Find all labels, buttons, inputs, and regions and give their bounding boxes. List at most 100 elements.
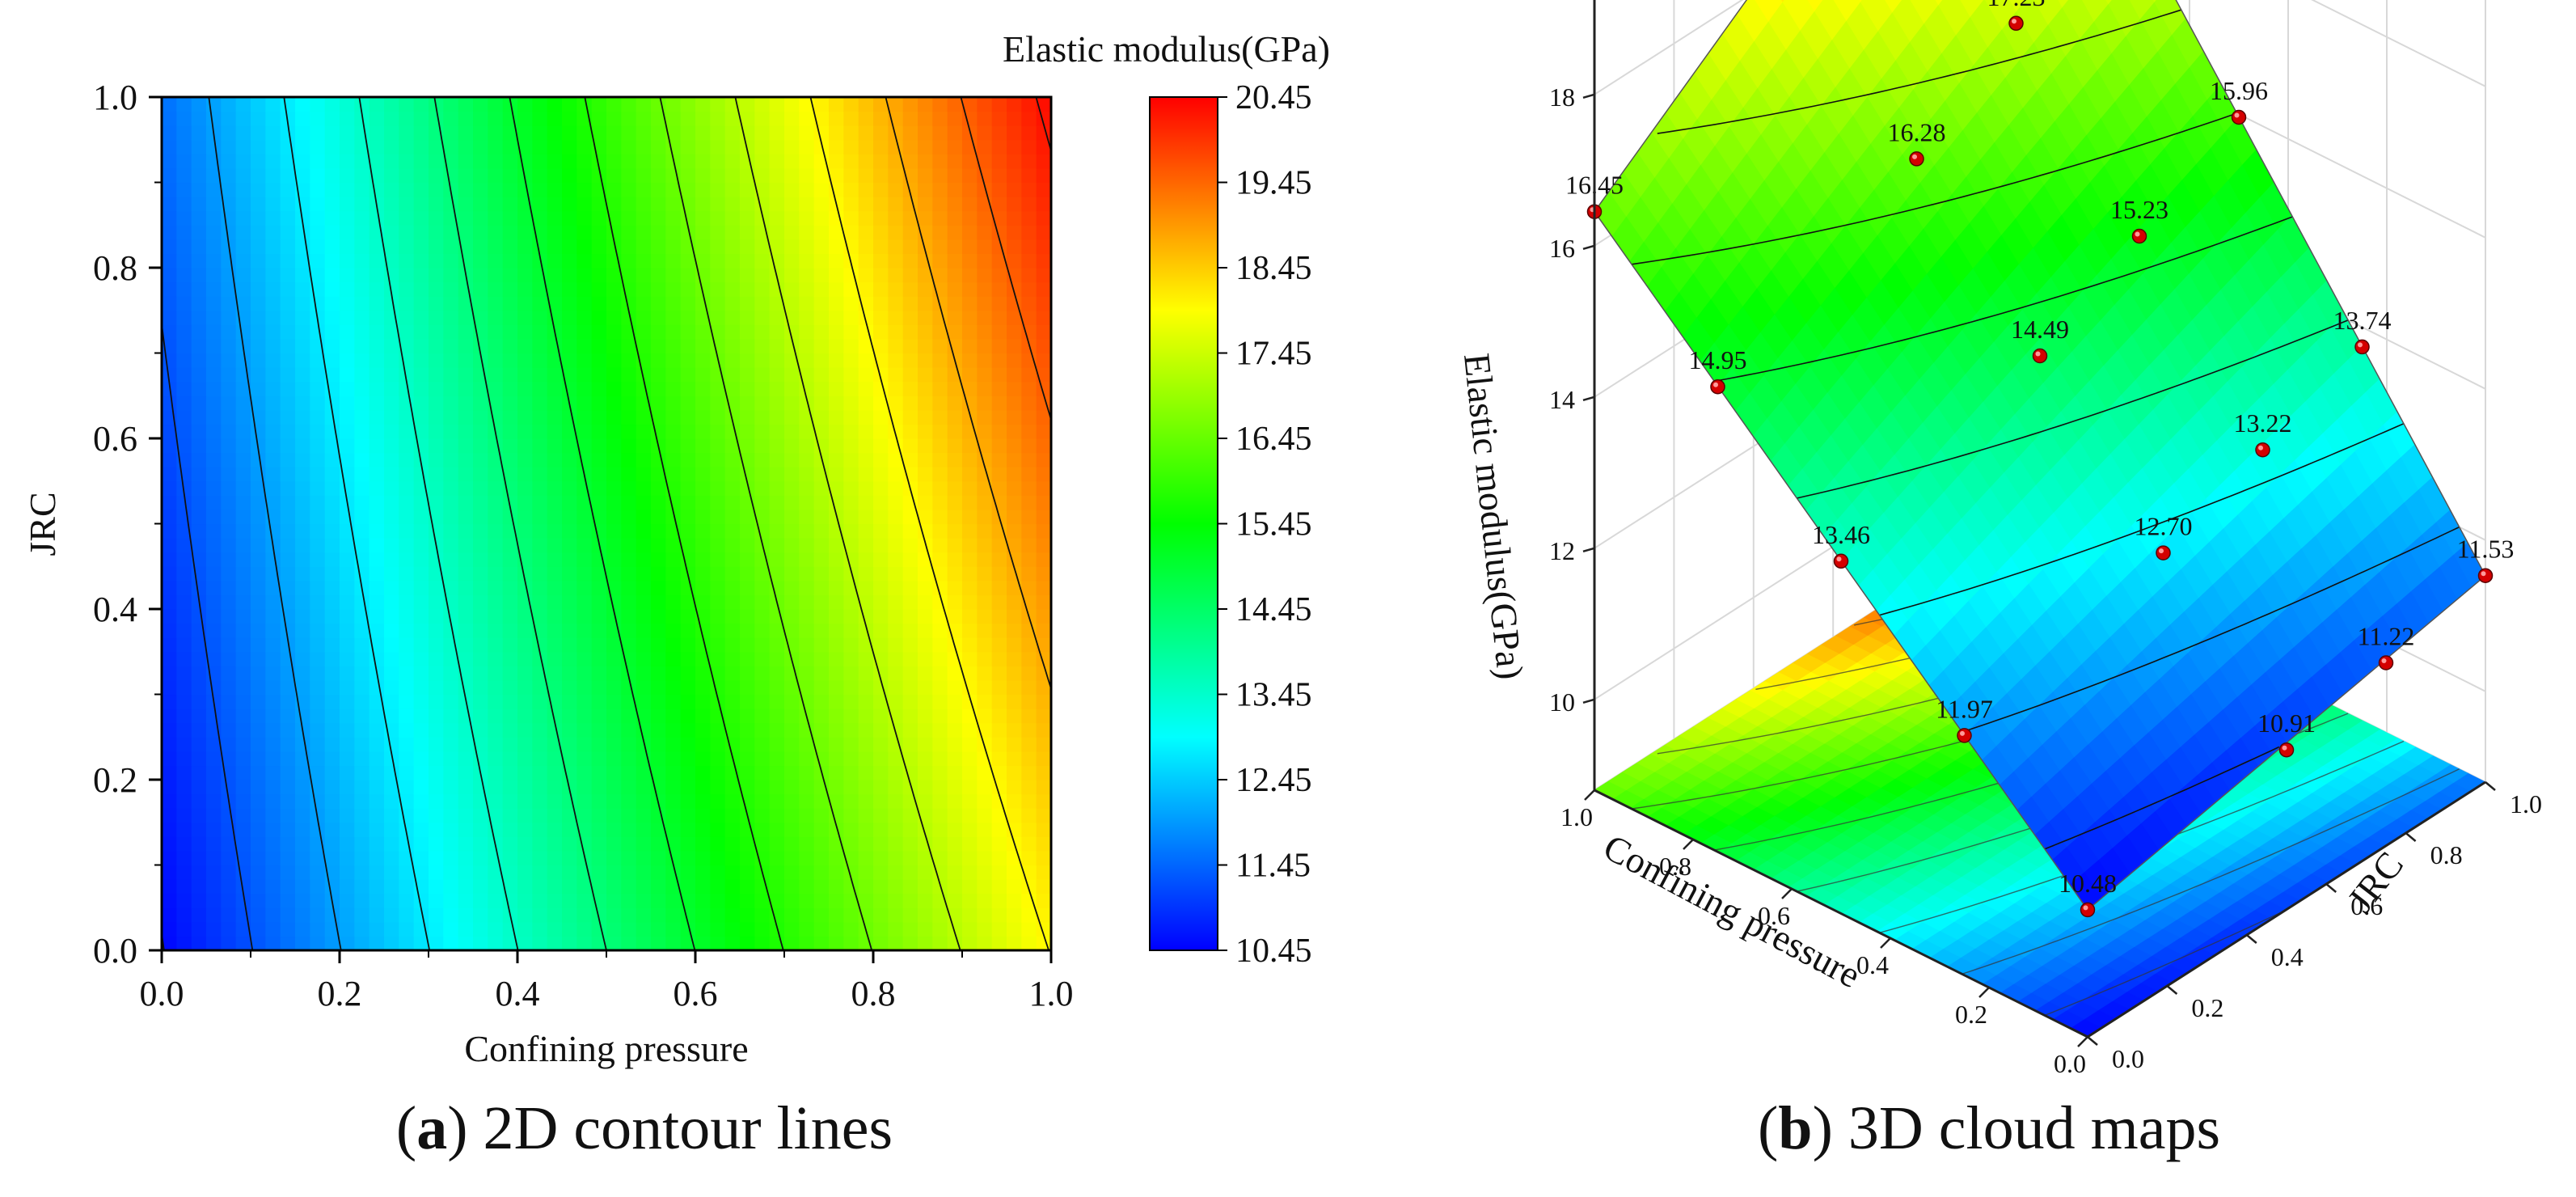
field-cell <box>384 438 399 454</box>
field-cell <box>888 480 904 496</box>
field-cell <box>369 765 385 780</box>
field-cell <box>369 780 385 795</box>
field-cell <box>947 793 963 809</box>
field-cell <box>532 751 548 767</box>
field-cell <box>502 879 518 895</box>
field-cell <box>235 907 251 923</box>
field-cell <box>754 154 771 169</box>
field-cell <box>829 480 844 496</box>
field-cell <box>473 850 488 866</box>
field-cell <box>695 936 711 951</box>
field-cell <box>458 125 474 141</box>
field-cell <box>591 253 607 269</box>
field-cell <box>947 509 963 525</box>
field-cell <box>324 409 340 425</box>
field-cell <box>413 737 429 752</box>
field-cell <box>784 97 800 112</box>
field-cell <box>384 637 399 653</box>
field-cell <box>473 438 488 454</box>
field-cell <box>977 566 993 582</box>
field-cell <box>413 353 429 368</box>
field-cell <box>947 381 963 396</box>
field-cell <box>251 907 266 923</box>
field-cell <box>429 523 444 539</box>
field-cell <box>991 210 1007 226</box>
field-cell <box>576 353 593 368</box>
field-cell <box>591 409 607 425</box>
field-cell <box>443 268 459 283</box>
field-cell <box>354 737 370 752</box>
field-cell <box>932 467 948 482</box>
field-cell <box>206 467 222 482</box>
field-cell <box>724 538 741 553</box>
field-cell <box>977 111 993 126</box>
field-cell <box>962 594 978 610</box>
field-cell <box>384 793 399 809</box>
field-cell <box>502 552 518 567</box>
field-cell <box>1007 367 1022 383</box>
field-cell <box>547 253 563 269</box>
field-cell <box>384 381 399 396</box>
field-cell <box>384 353 399 368</box>
field-cell <box>369 409 385 425</box>
field-cell <box>458 822 474 837</box>
field-cell <box>873 765 889 780</box>
field-cell <box>384 694 399 709</box>
y-tick-label: 1.0 <box>93 78 137 117</box>
field-cell <box>354 338 370 354</box>
field-cell <box>695 139 711 154</box>
field-cell <box>1007 467 1022 482</box>
field-cell <box>962 651 978 666</box>
field-cell <box>918 97 933 112</box>
field-cell <box>517 566 533 582</box>
field-cell <box>621 424 637 439</box>
field-cell <box>176 182 192 197</box>
field-cell <box>813 281 830 297</box>
field-cell <box>473 936 488 951</box>
field-cell <box>991 338 1007 354</box>
field-cell <box>295 253 310 269</box>
field-cell <box>1036 310 1052 325</box>
field-cell <box>858 722 874 738</box>
field-cell <box>191 793 207 809</box>
field-cell <box>458 139 474 154</box>
field-cell <box>695 467 711 482</box>
field-cell <box>843 467 859 482</box>
field-cell <box>251 623 266 638</box>
field-cell <box>918 836 933 852</box>
field-cell <box>369 281 385 297</box>
field-cell <box>206 751 222 767</box>
field-cell <box>1036 594 1052 610</box>
field-cell <box>354 438 370 454</box>
field-cell <box>280 452 296 467</box>
contour-line <box>1035 97 1051 154</box>
field-cell <box>280 523 296 539</box>
field-cell <box>162 850 177 866</box>
field-cell <box>384 281 399 297</box>
field-cell <box>1036 182 1052 197</box>
field-cell <box>843 808 859 823</box>
field-cell <box>636 879 652 895</box>
field-cell <box>221 324 237 340</box>
field-cell <box>547 566 563 582</box>
field-cell <box>265 395 281 411</box>
field-cell <box>176 722 192 738</box>
field-cell <box>680 552 696 567</box>
field-cell <box>740 679 755 696</box>
field-cell <box>310 480 326 496</box>
field-cell <box>813 594 830 610</box>
field-cell <box>547 125 563 141</box>
field-cell <box>843 708 859 724</box>
field-cell <box>858 338 874 354</box>
field-cell <box>488 395 504 411</box>
field-cell <box>458 936 474 951</box>
field-cell <box>443 836 459 852</box>
field-cell <box>265 167 281 184</box>
y-tick-label: 0.4 <box>93 590 137 629</box>
field-cell <box>488 780 504 795</box>
field-cell <box>280 324 296 340</box>
field-cell <box>962 480 978 496</box>
field-cell <box>724 438 741 454</box>
field-cell <box>473 125 488 141</box>
field-cell <box>724 623 741 638</box>
